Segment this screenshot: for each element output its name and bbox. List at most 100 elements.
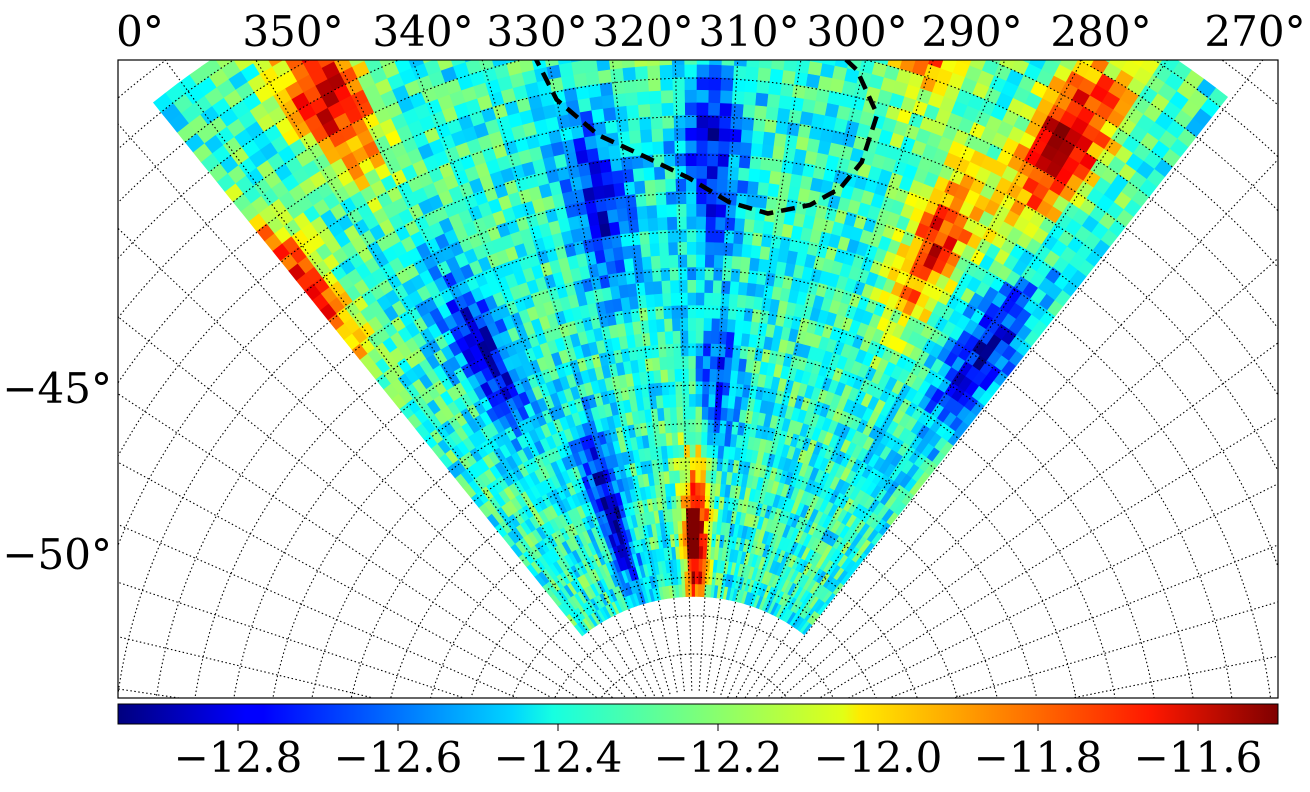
heatmap-cell [705, 242, 715, 255]
colorbar-tick-label: −11.8 [974, 733, 1103, 782]
heatmap-cell [708, 77, 720, 90]
heatmap-cell [628, 219, 639, 233]
heatmap-cell [696, 90, 708, 103]
heatmap-cell [744, 219, 755, 233]
heatmap-cell [713, 267, 722, 280]
colorbar-tick-label: −12.4 [494, 733, 623, 782]
heatmap-cell [688, 368, 695, 381]
heatmap-cell [660, 268, 670, 281]
heatmap-cell [1027, 23, 1045, 41]
heatmap-cell [767, 183, 779, 197]
heatmap-cell [689, 444, 695, 457]
heatmap-cell [695, 470, 700, 483]
lon-tick-label: 350° [242, 7, 343, 56]
heatmap-cell [696, 102, 708, 115]
heatmap-cell [661, 90, 673, 103]
heatmap-cell [729, 141, 741, 154]
heatmap-cell [649, 103, 661, 116]
heatmap-cell [815, 88, 829, 103]
heatmap-cell [721, 65, 734, 78]
heatmap-cell [353, 32, 371, 49]
lon-tick-label: 0° [116, 7, 164, 56]
heatmap-cell [719, 103, 731, 116]
heatmap-cell [695, 559, 699, 572]
heatmap-cell [708, 102, 720, 115]
heatmap-cell [705, 483, 711, 496]
heatmap-cell [666, 356, 674, 369]
lon-tick-label: 270° [1204, 7, 1305, 56]
heatmap-cell [670, 407, 677, 420]
heatmap-cell [601, 94, 614, 108]
heatmap-cell [890, 0, 907, 4]
heatmap-cell [699, 546, 703, 559]
heatmap-cell [665, 179, 676, 192]
heatmap-cell [728, 306, 737, 319]
heatmap-cell [721, 395, 729, 408]
heatmap-cell [707, 166, 718, 179]
heatmap-cell [641, 256, 651, 269]
heatmap-cell [670, 293, 679, 306]
heatmap-cell [691, 584, 694, 597]
heatmap-cell [687, 305, 695, 318]
heatmap-cell [686, 191, 696, 204]
heatmap-cell [639, 231, 650, 245]
heatmap-cell [678, 254, 687, 267]
heatmap-cell [695, 368, 702, 381]
heatmap-cell [685, 495, 690, 508]
heatmap-cell [732, 78, 745, 92]
heatmap-cell [714, 242, 724, 255]
heatmap-cell [601, 0, 616, 6]
heatmap-cell [696, 305, 704, 318]
heatmap-cell [689, 432, 695, 445]
heatmap-cell [632, 168, 644, 182]
heatmap-cell [673, 102, 685, 115]
heatmap-cell [757, 182, 769, 196]
heatmap-cell [696, 292, 705, 305]
heatmap-cell [764, 0, 779, 5]
heatmap-cell [610, 68, 624, 82]
heatmap-cell [709, 369, 717, 382]
colorbar [118, 704, 1278, 724]
heatmap-cell [654, 166, 665, 179]
heatmap-cell [711, 318, 719, 331]
heatmap-cell [712, 305, 721, 318]
heatmap-cell [695, 406, 702, 419]
heatmap-cell [717, 356, 725, 369]
heatmap-cell [706, 191, 716, 204]
heatmap-cell [655, 306, 664, 319]
heatmap-cell [677, 216, 687, 229]
heatmap-cell [695, 432, 701, 445]
heatmap-cell [674, 128, 685, 141]
heatmap-cell [676, 204, 686, 217]
heatmap-cell [766, 196, 778, 210]
heatmap-cell [674, 140, 685, 153]
heatmap-cell [688, 356, 695, 369]
lon-tick-label: 290° [921, 7, 1022, 56]
heatmap-cell [701, 432, 707, 445]
heatmap-cell [696, 242, 705, 255]
heatmap-cell [734, 218, 745, 232]
heatmap-cell [780, 83, 794, 97]
heatmap-cell [683, 432, 689, 445]
heatmap-cell [702, 394, 709, 407]
heatmap-cell [442, 0, 459, 2]
heatmap-cell [635, 66, 648, 80]
heatmap-cell [685, 483, 690, 496]
heatmap-cell [647, 65, 660, 78]
heatmap-cell [669, 394, 676, 407]
heatmap-cell [695, 495, 700, 508]
heatmap-cell [690, 457, 696, 470]
heatmap-cell [738, 282, 748, 296]
heatmap-cell [703, 343, 711, 356]
heatmap-cell [678, 267, 687, 280]
heatmap-cell [656, 204, 667, 217]
heatmap-cell [779, 172, 791, 186]
heatmap-cell [683, 0, 697, 1]
heatmap-cell [714, 407, 721, 420]
heatmap-cell [713, 420, 720, 433]
heatmap-cell [733, 332, 742, 345]
heatmap-cell [750, 143, 762, 157]
heatmap-cell [689, 394, 696, 407]
heatmap-cell [979, 0, 997, 6]
heatmap-cell [613, 93, 626, 107]
